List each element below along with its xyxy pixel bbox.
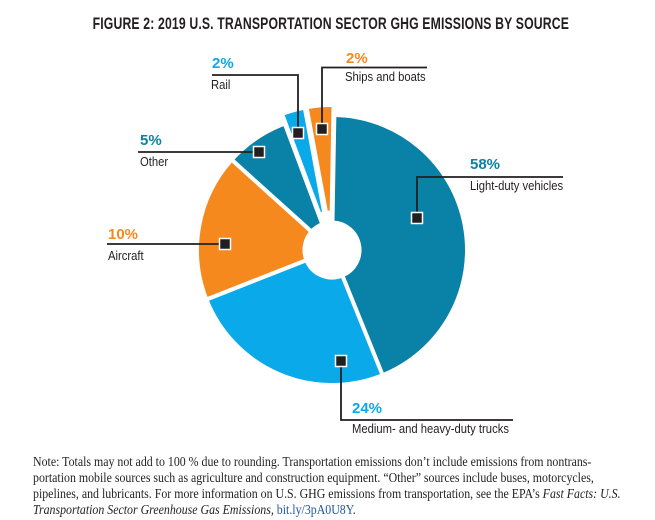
callout-label-text-medium-and-heavy-duty-trucks: Medium- and heavy-duty trucks: [352, 422, 509, 436]
note-segment: portation mobile sources such as agricul…: [33, 470, 594, 485]
leader-line-ships-and-boats: [321, 66, 427, 129]
leader-line-light-duty-vehicles: [416, 176, 563, 218]
slice-marker-other: [252, 145, 266, 159]
callout-label-text-rail: Rail: [211, 78, 231, 92]
callout-percent-other: 5%: [140, 132, 162, 149]
callout-percent-light-duty-vehicles: 58%: [470, 156, 501, 173]
slice-marker-light-duty-vehicles: [410, 211, 424, 225]
note-line-4: Transportation Sector Greenhouse Gas Emi…: [33, 502, 624, 518]
note-link[interactable]: bit.ly/3pA0U8Y: [276, 502, 353, 517]
callout-label-other: Other: [140, 155, 171, 169]
pie-slice-light-duty-vehicles: [330, 113, 469, 378]
callout-label-text-other: Other: [140, 155, 169, 169]
note-segment: pipelines, and lubricants. For more info…: [33, 486, 543, 501]
figure-title: FIGURE 2: 2019 U.S. TRANSPORTATION SECTO…: [0, 14, 655, 33]
callout-label-text-light-duty-vehicles: Light-duty vehicles: [470, 179, 564, 193]
callout-label-medium-and-heavy-duty-trucks: Medium- and heavy-duty trucks: [352, 422, 526, 436]
pie-slice-aircraft: [195, 157, 314, 302]
slice-marker-medium-and-heavy-duty-trucks: [334, 354, 348, 368]
note-line-1: Note: Totals may not add to 100 % due to…: [33, 454, 624, 470]
figure-title-text: FIGURE 2: 2019 U.S. TRANSPORTATION SECTO…: [92, 14, 569, 33]
slice-marker-ships-and-boats: [315, 122, 329, 136]
note-segment: Note: Totals may not add to 100 % due to…: [33, 454, 592, 469]
leader-line-medium-and-heavy-duty-trucks: [340, 361, 513, 421]
slice-marker-aircraft: [218, 237, 232, 251]
callout-percent-rail: 2%: [212, 55, 234, 72]
callout-label-text-ships-and-boats: Ships and boats: [345, 70, 426, 84]
callout-percent-ships-and-boats: 2%: [346, 50, 368, 67]
note-segment: .: [352, 502, 356, 517]
note-italic-segment: Fast Facts: U.S.: [542, 486, 621, 501]
slice-marker-rail: [291, 126, 305, 140]
leader-line-rail: [212, 74, 299, 133]
note-text: Note: Totals may not add to 100 % due to…: [33, 454, 624, 518]
callout-percent-aircraft: 10%: [108, 226, 139, 243]
callout-percent-medium-and-heavy-duty-trucks: 24%: [352, 400, 383, 417]
callout-label-light-duty-vehicles: Light-duty vehicles: [470, 179, 574, 193]
note-line-2: portation mobile sources such as agricul…: [33, 470, 624, 486]
pie-slice-medium-and-heavy-duty-trucks: [204, 258, 385, 387]
note-line-3: pipelines, and lubricants. For more info…: [33, 486, 624, 502]
callout-label-ships-and-boats: Ships and boats: [345, 70, 435, 84]
callout-label-aircraft: Aircraft: [108, 249, 148, 263]
callout-label-rail: Rail: [211, 78, 233, 92]
callout-label-text-aircraft: Aircraft: [108, 249, 144, 263]
note-italic-segment: Transportation Sector Greenhouse Gas Emi…: [33, 502, 274, 517]
